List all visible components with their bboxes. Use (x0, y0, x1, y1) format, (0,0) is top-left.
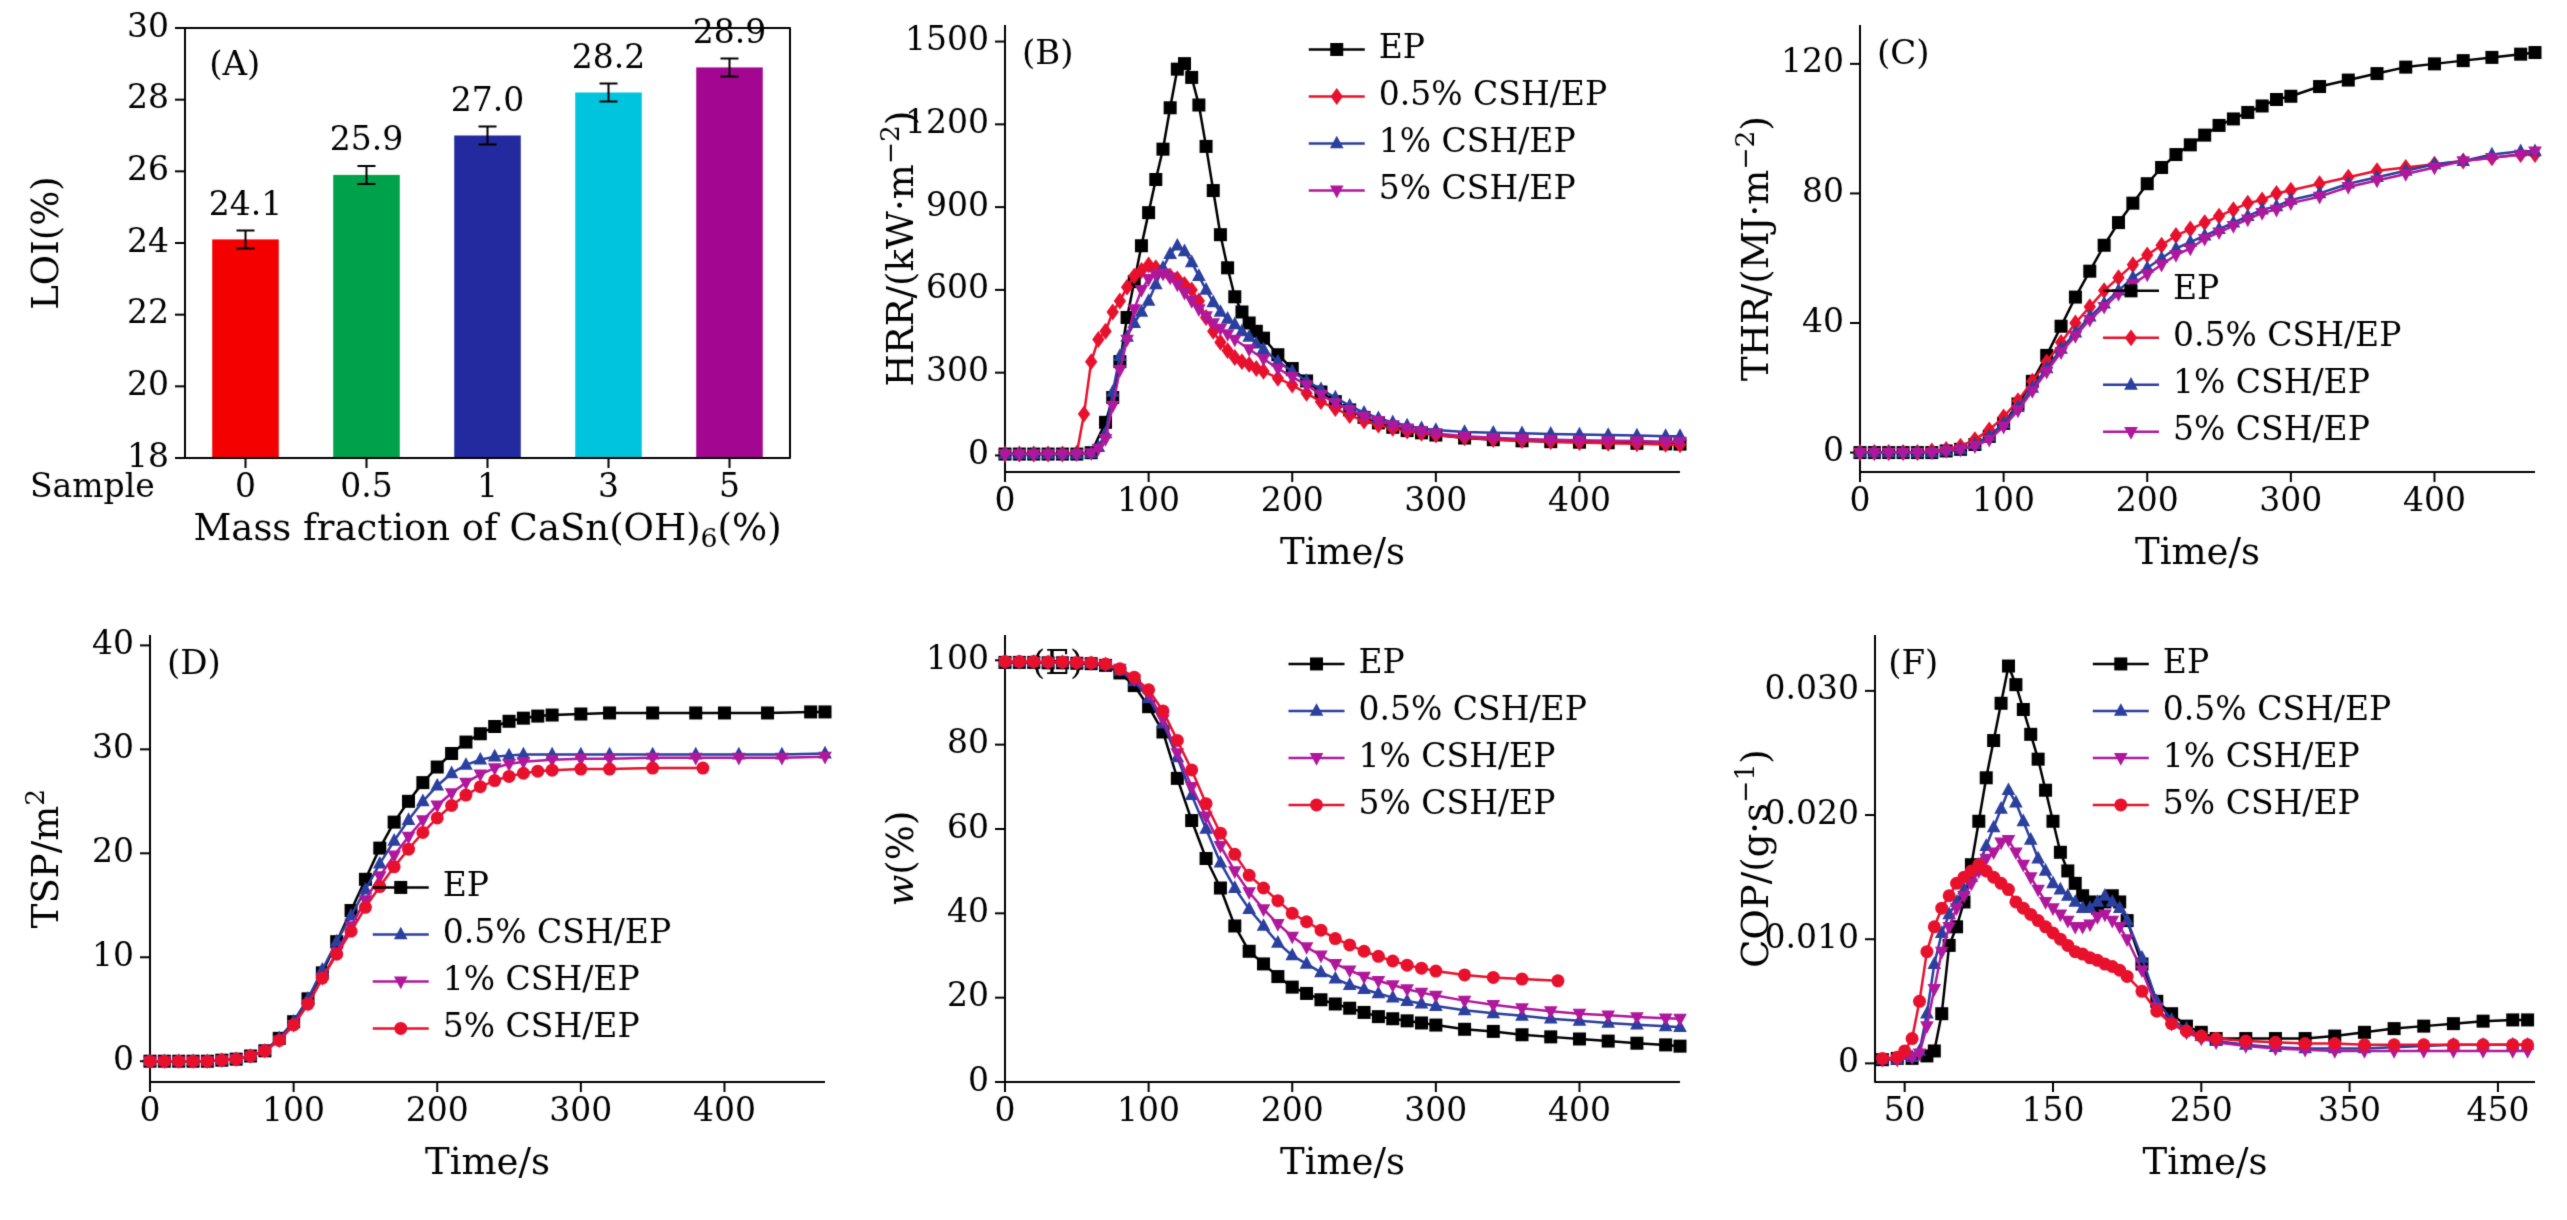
mass-line-chart (855, 610, 1710, 1220)
panel-F (1710, 610, 2565, 1220)
thr-line-chart (1710, 0, 2565, 610)
panel-B (855, 0, 1710, 610)
tsp-line-chart (0, 610, 855, 1220)
cop-line-chart (1710, 610, 2565, 1220)
hrr-line-chart (855, 0, 1710, 610)
panel-A (0, 0, 855, 610)
panel-C (1710, 0, 2565, 610)
loi-bar-chart (0, 0, 855, 610)
panel-E (855, 610, 1710, 1220)
panel-D (0, 610, 855, 1220)
